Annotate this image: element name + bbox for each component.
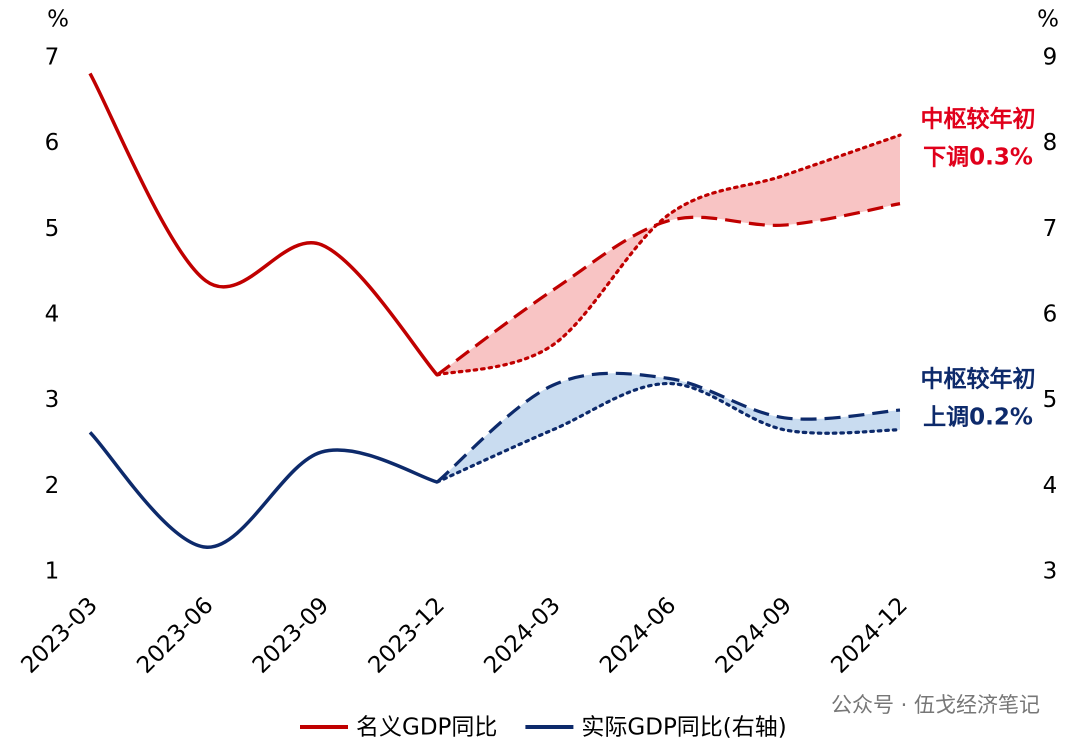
y-tick-label: 7 bbox=[45, 45, 60, 71]
annotation: 中枢较年初 bbox=[921, 106, 1036, 133]
y2-tick-label: 5 bbox=[1043, 387, 1058, 413]
forecast-band bbox=[437, 373, 900, 483]
y-tick-label: 4 bbox=[45, 302, 60, 328]
y-tick-label: 2 bbox=[45, 473, 60, 499]
forecast-band bbox=[437, 135, 900, 375]
x-tick-label: 2023-03 bbox=[16, 592, 102, 678]
annotation: 中枢较年初 bbox=[921, 366, 1036, 393]
x-tick-label: 2024-09 bbox=[711, 592, 797, 678]
y2-tick-label: 9 bbox=[1043, 45, 1058, 71]
line-dashed bbox=[436, 371, 901, 484]
y-tick-label: 1 bbox=[45, 559, 60, 585]
y-tick-label: 6 bbox=[45, 130, 60, 156]
y-tick-label: 5 bbox=[45, 216, 60, 242]
source: 公众号 · 伍戈经济笔记 bbox=[831, 693, 1040, 717]
x-tick-label: 2024-03 bbox=[479, 592, 565, 678]
y-axis-unit: % bbox=[47, 7, 69, 33]
y2-axis-unit: % bbox=[1037, 7, 1059, 33]
legend-label: 实际GDP同比(右轴) bbox=[581, 715, 786, 741]
annotation: 下调0.3% bbox=[923, 145, 1033, 171]
x-tick-label: 2023-06 bbox=[132, 592, 218, 678]
y2-tick-label: 7 bbox=[1043, 216, 1058, 242]
y2-tick-label: 3 bbox=[1043, 559, 1058, 585]
x-tick-label: 2023-09 bbox=[248, 592, 334, 678]
y2-tick-label: 4 bbox=[1043, 473, 1058, 499]
x-tick-label: 2024-12 bbox=[826, 592, 912, 678]
line-solid bbox=[88, 72, 439, 377]
line-dotted bbox=[435, 133, 902, 377]
y2-tick-label: 8 bbox=[1043, 130, 1058, 156]
line-solid bbox=[88, 431, 438, 549]
y-tick-label: 3 bbox=[45, 387, 60, 413]
y2-tick-label: 6 bbox=[1043, 302, 1058, 328]
line-dashed bbox=[436, 202, 901, 377]
annotation: 上调0.2% bbox=[923, 405, 1033, 431]
line-dotted bbox=[435, 381, 902, 484]
x-tick-label: 2023-12 bbox=[364, 592, 450, 678]
x-tick-label: 2024-06 bbox=[595, 592, 681, 678]
legend-label: 名义GDP同比 bbox=[356, 715, 497, 741]
